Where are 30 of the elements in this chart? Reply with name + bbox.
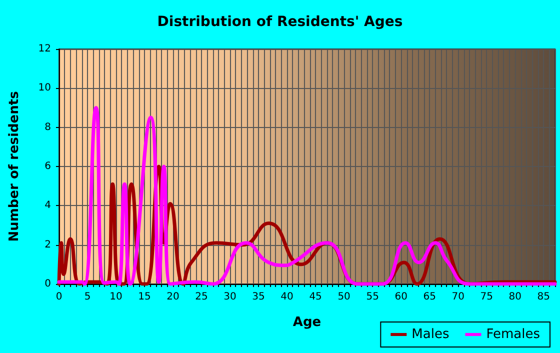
x-tick-label: 85 <box>537 292 550 302</box>
x-tick-label: 0 <box>56 292 62 302</box>
x-tick-label: 30 <box>224 292 236 302</box>
x-tick-label: 5 <box>84 292 91 302</box>
legend-label: Females <box>486 327 540 342</box>
x-tick-label: 65 <box>423 292 436 302</box>
y-tick-label: 6 <box>44 161 51 172</box>
chart-title: Distribution of Residents' Ages <box>157 14 403 30</box>
x-tick-label: 40 <box>280 292 294 302</box>
x-tick-label: 45 <box>309 292 322 302</box>
x-tick-label: 75 <box>480 292 493 302</box>
x-tick-label: 35 <box>252 292 265 302</box>
x-tick-label: 70 <box>452 292 464 302</box>
x-tick-label: 60 <box>394 292 408 302</box>
y-tick-label: 10 <box>38 82 51 94</box>
x-tick-label: 15 <box>138 292 151 302</box>
y-tick-label: 8 <box>44 122 51 133</box>
legend-label: Males <box>412 327 450 342</box>
y-axis-title: Number of residents <box>7 90 22 242</box>
x-tick-label: 50 <box>338 292 350 302</box>
x-tick-label: 10 <box>110 292 122 302</box>
x-axis-title: Age <box>292 315 322 330</box>
x-tick-label: 55 <box>366 292 379 302</box>
x-tick-label: 25 <box>195 292 208 302</box>
x-tick-label: 20 <box>166 292 180 302</box>
x-tick-label: 80 <box>508 292 522 302</box>
y-tick-label: 2 <box>44 239 51 250</box>
y-tick-label: 12 <box>38 44 51 54</box>
y-tick-label: 0 <box>44 278 51 290</box>
y-tick-label: 4 <box>44 200 51 212</box>
